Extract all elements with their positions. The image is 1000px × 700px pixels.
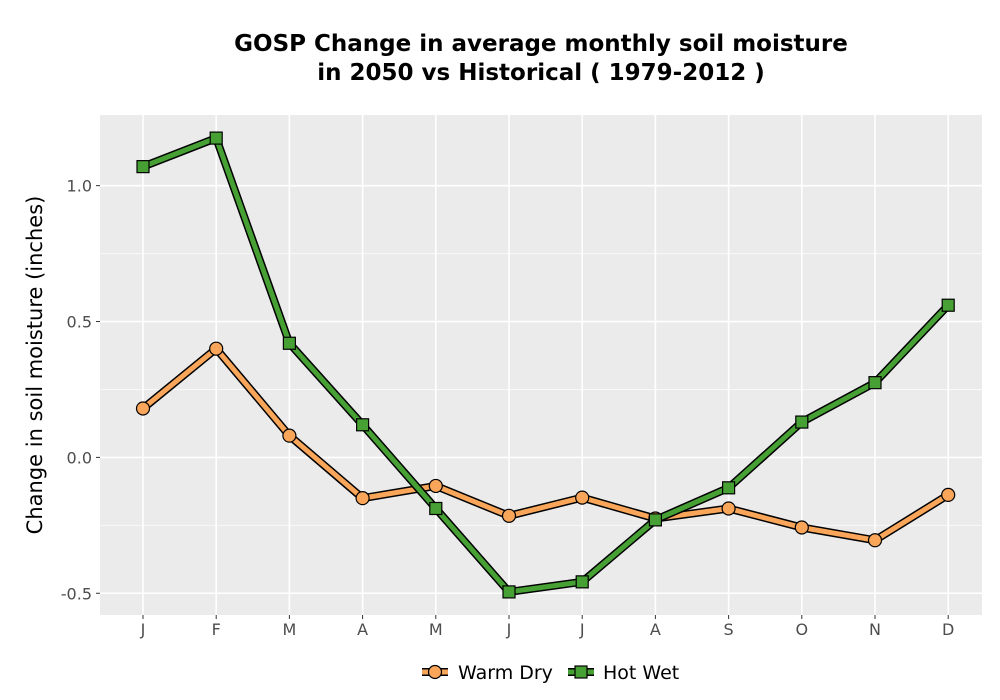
chart-title: GOSP Change in average monthly soil mois… bbox=[234, 31, 848, 86]
legend-key-marker bbox=[574, 665, 588, 679]
y-tick-label: 1.0 bbox=[67, 177, 92, 196]
x-tick-label: M bbox=[429, 620, 443, 639]
legend-label: Hot Wet bbox=[603, 662, 679, 684]
y-tick-label: -0.5 bbox=[61, 584, 92, 603]
data-point-warm-dry bbox=[721, 501, 736, 516]
data-point-hot-wet bbox=[868, 376, 882, 390]
legend-label: Warm Dry bbox=[458, 662, 553, 684]
data-point-warm-dry bbox=[209, 341, 224, 356]
x-tick-label: A bbox=[357, 620, 368, 639]
data-point-hot-wet bbox=[941, 298, 955, 312]
x-tick-label: D bbox=[942, 620, 954, 639]
series-warm-dry bbox=[135, 341, 956, 548]
data-point-hot-wet bbox=[429, 501, 443, 516]
data-point-hot-wet bbox=[209, 131, 223, 145]
data-point-warm-dry bbox=[794, 520, 809, 535]
y-tick-label: 0.0 bbox=[67, 448, 92, 467]
data-point-warm-dry bbox=[282, 428, 297, 443]
data-point-hot-wet bbox=[575, 575, 589, 589]
legend-key-marker bbox=[427, 664, 443, 680]
series-line-hot-wet bbox=[140, 135, 951, 595]
x-tick-label: A bbox=[650, 620, 661, 639]
data-point-warm-dry bbox=[941, 487, 956, 502]
data-point-hot-wet bbox=[795, 415, 809, 429]
legend-item-hot-wet: Hot Wet bbox=[568, 662, 679, 684]
data-point-warm-dry bbox=[355, 491, 370, 506]
data-point-hot-wet bbox=[502, 585, 516, 599]
legend-item-warm-dry: Warm Dry bbox=[422, 662, 553, 684]
x-tick-label: J bbox=[579, 620, 585, 639]
x-tick-label: O bbox=[796, 620, 809, 639]
y-axis-title: Change in soil moisture (inches) bbox=[23, 196, 47, 535]
data-point-warm-dry bbox=[501, 508, 517, 523]
legend: Warm Dry Hot Wet bbox=[422, 662, 679, 684]
x-tick-label: N bbox=[869, 620, 881, 639]
x-tick-label: M bbox=[282, 620, 296, 639]
data-point-hot-wet bbox=[721, 481, 736, 495]
data-point-hot-wet bbox=[136, 160, 150, 174]
data-point-warm-dry bbox=[867, 533, 883, 548]
data-point-warm-dry bbox=[575, 490, 590, 505]
x-tick-label: J bbox=[506, 620, 512, 639]
series-layer bbox=[135, 131, 956, 599]
data-point-hot-wet bbox=[356, 418, 370, 432]
data-point-hot-wet bbox=[282, 336, 296, 350]
y-tick-label: 0.5 bbox=[67, 313, 92, 332]
axis-ticks: -0.5 0.0 0.5 1.0 J F M A M J J A S O N D bbox=[61, 177, 955, 639]
x-tick-label: S bbox=[724, 620, 734, 639]
series-line-warm-dry bbox=[140, 346, 951, 543]
x-tick-label: F bbox=[212, 620, 221, 639]
data-point-hot-wet bbox=[648, 513, 663, 527]
x-tick-label: J bbox=[140, 620, 146, 639]
series-hot-wet bbox=[136, 131, 955, 599]
data-point-warm-dry bbox=[135, 401, 151, 416]
data-point-warm-dry bbox=[428, 478, 443, 494]
